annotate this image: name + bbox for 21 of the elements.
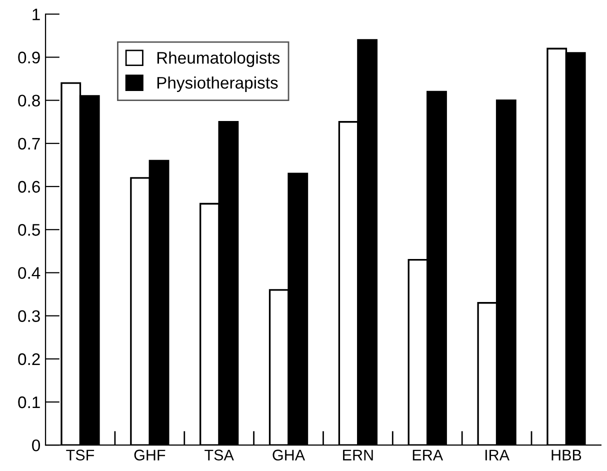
legend-label: Rheumatologists: [157, 51, 280, 68]
x-tick-label: GHF: [134, 450, 166, 460]
y-tick-label: 0.7: [18, 138, 40, 150]
y-tick-label: 0.9: [18, 52, 40, 64]
y-tick-label: 0.6: [18, 180, 40, 193]
x-tick-label: GHA: [272, 450, 306, 460]
y-tick-label: 0.1: [18, 396, 40, 408]
x-tick-label: TSF: [66, 450, 94, 460]
y-tick-label: 0.2: [18, 353, 40, 366]
y-tick-label: 0.5: [18, 224, 40, 236]
x-tick-label: HBB: [552, 450, 582, 460]
y-tick-label: 0.8: [18, 94, 40, 107]
y-tick-label: 0.4: [18, 267, 40, 279]
x-tick-label: ERN: [343, 450, 373, 460]
y-tick-label: 1: [32, 8, 40, 20]
y-tick-label: 0: [32, 439, 40, 452]
y-tick-label: 0.3: [18, 310, 40, 322]
x-tick-label: IRA: [485, 450, 510, 460]
legend-label: Physiotherapists: [157, 76, 278, 92]
x-tick-label: ERA: [412, 450, 444, 460]
x-tick-label: TSA: [204, 450, 234, 460]
